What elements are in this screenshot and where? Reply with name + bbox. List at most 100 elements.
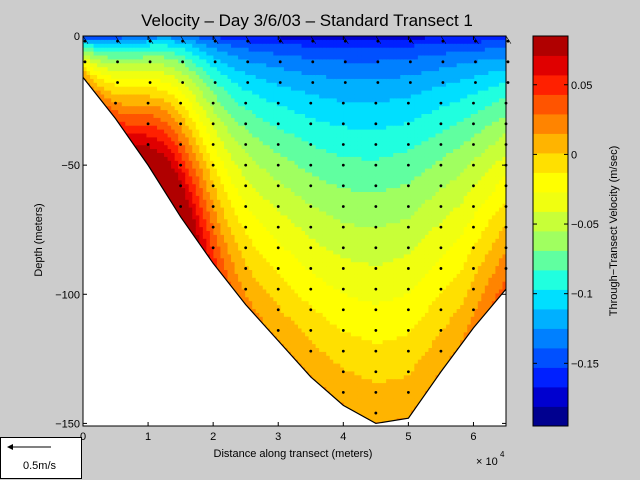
field-cell: [195, 188, 200, 193]
field-cell: [322, 110, 327, 115]
field-cell: [329, 332, 334, 337]
field-cell: [241, 39, 246, 45]
field-cell: [315, 324, 320, 330]
field-cell: [160, 51, 165, 57]
field-cell: [227, 63, 232, 68]
field-cell: [206, 219, 211, 224]
field-cell: [350, 51, 356, 57]
field-cell: [167, 153, 172, 158]
field-cell: [276, 324, 281, 330]
field-cell: [312, 262, 317, 267]
field-cell: [319, 250, 324, 255]
field-cell: [269, 43, 274, 49]
field-cell: [280, 309, 285, 314]
field-cell: [333, 336, 338, 341]
field-cell: [357, 121, 363, 127]
field-cell: [199, 36, 204, 41]
field-cell: [227, 117, 232, 123]
field-cell: [269, 180, 274, 185]
field-cell: [238, 219, 243, 224]
field-cell: [280, 250, 285, 255]
field-cell: [357, 340, 363, 345]
field-cell: [322, 43, 327, 49]
field-cell: [276, 71, 281, 76]
field-cell: [213, 125, 218, 131]
field-cell: [269, 262, 274, 267]
field-cell: [252, 71, 257, 76]
field-cell: [322, 219, 327, 224]
field-cell: [290, 215, 296, 220]
field-cell: [209, 254, 215, 259]
field-cell: [322, 195, 327, 201]
field-cell: [312, 293, 317, 298]
field-cell: [248, 172, 253, 177]
field-cell: [283, 254, 289, 259]
field-cell: [294, 332, 299, 337]
field-cell: [213, 121, 218, 127]
field-cell: [340, 355, 345, 361]
field-cell: [322, 145, 327, 150]
field-cell: [248, 289, 253, 294]
field-cell: [365, 266, 370, 271]
field-cell: [128, 114, 133, 119]
field-cell: [202, 199, 207, 205]
field-cell: [365, 281, 370, 287]
field-cell: [350, 394, 356, 400]
field-cell: [213, 86, 218, 92]
field-cell: [301, 153, 306, 158]
field-cell: [255, 215, 260, 220]
field-cell: [326, 207, 331, 213]
field-cell: [305, 156, 310, 162]
field-cell: [234, 192, 239, 197]
field-cell: [241, 47, 246, 53]
field-cell: [209, 250, 215, 255]
field-cell: [202, 110, 207, 115]
field-cell: [266, 320, 271, 326]
field-cell: [305, 203, 310, 209]
field-cell: [305, 55, 310, 60]
field-cell: [185, 168, 190, 174]
field-cell: [188, 114, 193, 119]
field-cell: [216, 36, 222, 41]
field-cell: [269, 223, 274, 228]
field-cell: [188, 51, 193, 57]
field-cell: [220, 125, 225, 131]
field-cell: [333, 110, 338, 115]
field-cell: [188, 195, 193, 201]
field-cell: [252, 176, 257, 181]
field-cell: [234, 137, 239, 142]
field-cell: [361, 234, 366, 240]
field-cell: [354, 223, 359, 228]
field-cell: [354, 141, 359, 146]
field-cell: [266, 211, 271, 216]
field-cell: [280, 114, 285, 119]
field-cell: [234, 281, 239, 287]
field-cell: [305, 121, 310, 127]
field-cell: [224, 180, 229, 185]
field-cell: [164, 114, 169, 119]
field-cell: [185, 86, 190, 92]
field-cell: [319, 223, 324, 228]
field-cell: [343, 285, 348, 291]
field-cell: [111, 106, 116, 111]
field-cell: [238, 270, 243, 275]
field-cell: [365, 94, 370, 99]
field-cell: [213, 141, 218, 146]
field-cell: [301, 316, 306, 322]
field-cell: [343, 168, 348, 174]
field-cell: [350, 363, 356, 369]
field-cell: [319, 262, 324, 267]
field-cell: [149, 164, 155, 170]
field-cell: [357, 36, 363, 41]
field-cell: [149, 110, 155, 115]
field-cell: [224, 125, 229, 131]
field-cell: [276, 125, 281, 131]
field-cell: [245, 121, 250, 127]
field-cell: [357, 98, 363, 103]
field-cell: [333, 246, 338, 252]
field-cell: [365, 234, 370, 240]
field-cell: [171, 47, 176, 53]
field-cell: [354, 207, 359, 213]
field-cell: [157, 59, 162, 64]
field-cell: [220, 51, 225, 57]
